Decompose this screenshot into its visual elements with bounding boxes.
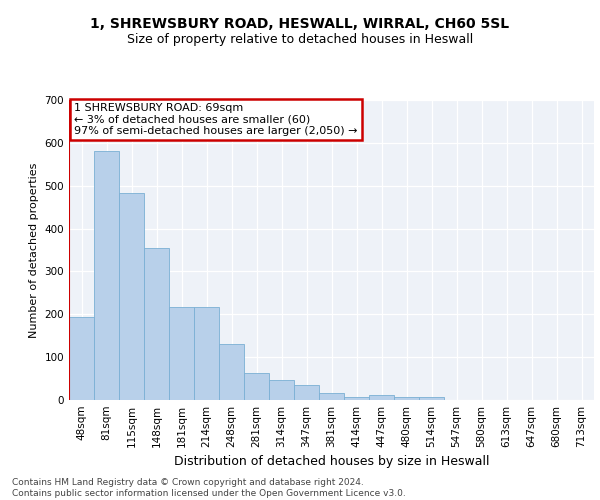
Bar: [119, 193, 144, 400]
Bar: [394, 396, 419, 400]
Bar: [369, 396, 394, 400]
Text: Size of property relative to detached houses in Heswall: Size of property relative to detached ho…: [127, 32, 473, 46]
Bar: [69, 318, 94, 400]
Bar: [294, 385, 319, 400]
Bar: [219, 344, 244, 400]
Y-axis label: Number of detached properties: Number of detached properties: [29, 162, 39, 338]
Text: 1 SHREWSBURY ROAD: 69sqm
← 3% of detached houses are smaller (60)
97% of semi-de: 1 SHREWSBURY ROAD: 69sqm ← 3% of detache…: [74, 103, 358, 136]
Bar: [169, 307, 194, 400]
Text: Contains HM Land Registry data © Crown copyright and database right 2024.
Contai: Contains HM Land Registry data © Crown c…: [12, 478, 406, 498]
Bar: [194, 307, 219, 400]
Bar: [94, 152, 119, 400]
Bar: [344, 396, 369, 400]
Bar: [319, 393, 344, 400]
X-axis label: Distribution of detached houses by size in Heswall: Distribution of detached houses by size …: [174, 456, 489, 468]
Bar: [244, 374, 269, 400]
Bar: [144, 248, 169, 400]
Bar: [419, 396, 444, 400]
Bar: [269, 380, 294, 400]
Text: 1, SHREWSBURY ROAD, HESWALL, WIRRAL, CH60 5SL: 1, SHREWSBURY ROAD, HESWALL, WIRRAL, CH6…: [91, 18, 509, 32]
